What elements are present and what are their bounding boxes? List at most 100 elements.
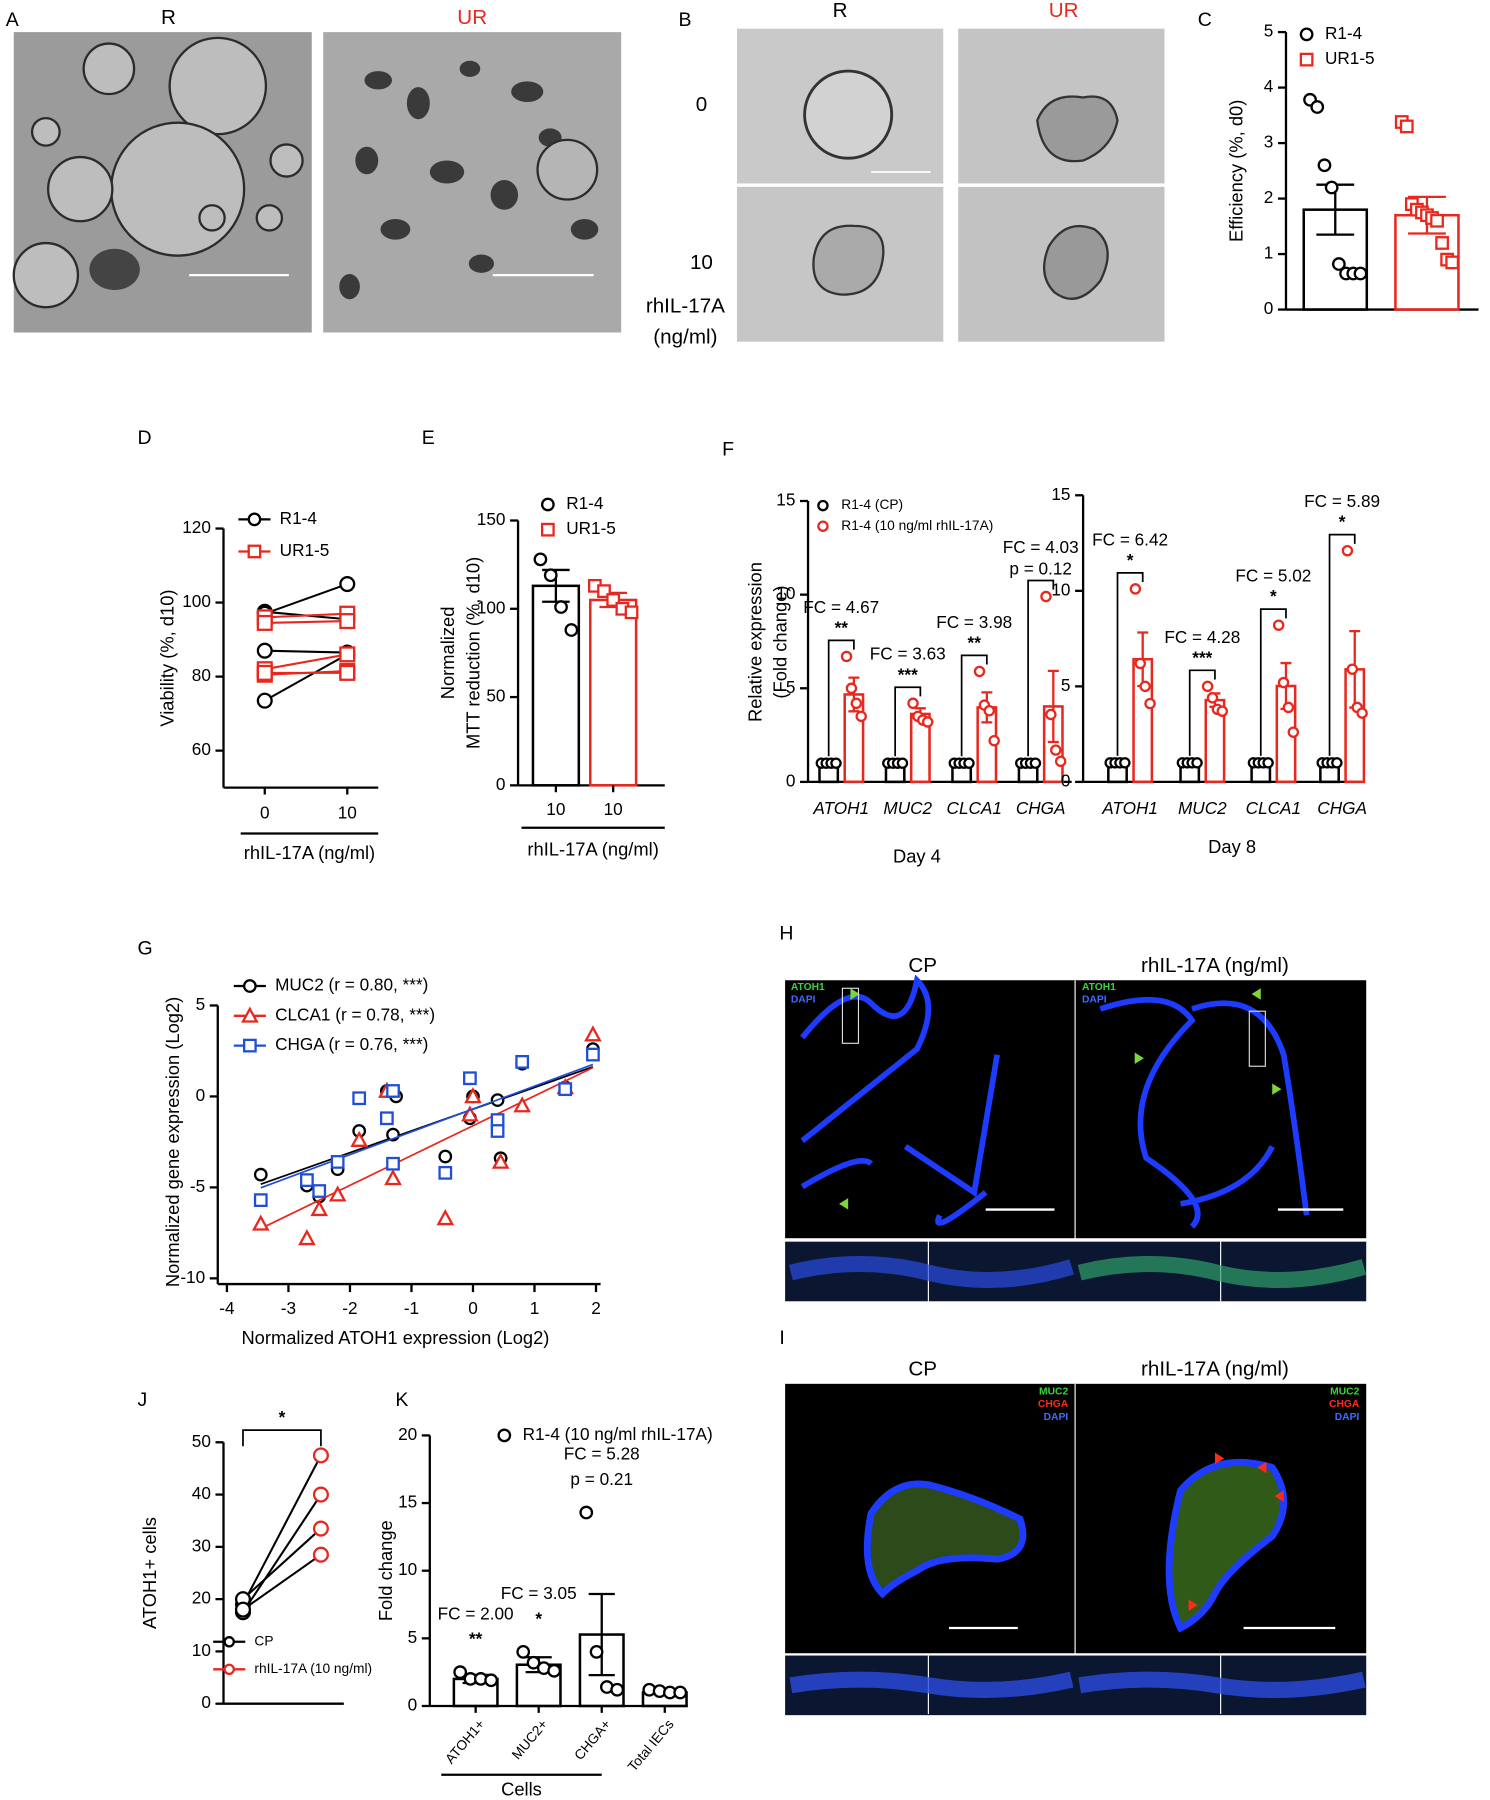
data-point	[310, 1199, 329, 1217]
fold-change: FC = 4.67	[803, 597, 879, 617]
micrograph	[785, 1383, 1367, 1716]
data-point	[379, 1111, 394, 1126]
data-point	[624, 605, 639, 620]
fold-change: FC = 3.63	[870, 644, 946, 664]
legend-marker	[247, 512, 262, 527]
legend-marker	[247, 544, 262, 559]
data-point	[855, 710, 867, 723]
x-tick-label: 1	[530, 1298, 540, 1318]
x-tick-label: MUC2	[883, 798, 932, 818]
data-point	[352, 1091, 367, 1106]
y-axis-title: ATOH1+ cells	[139, 1517, 160, 1629]
data-point	[963, 757, 975, 769]
data-point	[1399, 119, 1414, 134]
data-point	[1331, 757, 1343, 769]
legend-marker	[540, 522, 555, 537]
data-point	[1191, 757, 1203, 769]
significance-bracket	[1259, 608, 1287, 756]
data-point	[1346, 663, 1359, 675]
significance: *	[1270, 586, 1277, 606]
panel-letter: B	[679, 9, 692, 31]
image-label: CP	[908, 954, 937, 977]
x-tick-label: Total IECs	[625, 1717, 677, 1775]
stain-label: CHGA	[1329, 1399, 1360, 1410]
y-tick-label: 0	[786, 770, 796, 790]
significance: *	[1339, 512, 1346, 532]
significance: *	[279, 1407, 286, 1427]
data-point	[850, 697, 863, 709]
y-tick-label: 50	[486, 686, 505, 706]
y-tick-label: 0	[1264, 298, 1274, 318]
data-point	[312, 1447, 329, 1464]
legend-label: CLCA1 (r = 0.78, ***)	[275, 1004, 435, 1024]
panel-letter: H	[779, 923, 793, 945]
y-axis-title: Efficiency (%, d0)	[1226, 100, 1247, 242]
panel-letter: K	[395, 1389, 408, 1411]
significance: *	[1127, 550, 1134, 570]
x-tick-label: CHGA	[1317, 798, 1367, 818]
data-point	[845, 682, 858, 695]
data-point	[256, 614, 273, 631]
data-point	[386, 1156, 400, 1171]
row-title: (ng/ml)	[653, 326, 717, 349]
data-point	[251, 1214, 270, 1231]
data-point	[1129, 583, 1142, 595]
error-bar	[1047, 669, 1059, 744]
bar	[589, 598, 638, 787]
legend-label: UR1-5	[566, 518, 616, 538]
x-tick-label: 10	[604, 799, 623, 819]
y-tick-label: 60	[192, 739, 211, 759]
pair-line	[242, 1454, 322, 1605]
data-point	[896, 757, 909, 769]
data-point	[921, 716, 934, 728]
data-point	[453, 1665, 468, 1680]
significance: **	[835, 617, 849, 637]
data-point	[516, 1644, 531, 1659]
significance-bracket	[894, 686, 922, 757]
x-tick-label: 0	[468, 1298, 478, 1318]
data-point	[1201, 680, 1214, 693]
data-point	[564, 623, 579, 637]
legend-label: R1-4 (10 ng/ml rhIL-17A)	[841, 518, 993, 533]
significance-bracket	[1328, 533, 1356, 756]
image-label: R	[161, 6, 176, 29]
data-point	[1282, 701, 1295, 714]
y-tick-label: -10	[180, 1267, 205, 1287]
y-tick-label: 40	[192, 1483, 211, 1503]
y-axis-title: (Fold change)	[770, 585, 791, 698]
pair-line	[242, 1553, 322, 1611]
data-point	[463, 1071, 477, 1086]
data-point	[526, 1655, 541, 1670]
data-point	[589, 1644, 604, 1659]
significance-bracket	[1188, 669, 1216, 756]
legend-label: R1-4	[566, 493, 604, 513]
data-point	[610, 1682, 625, 1697]
error-bar	[588, 1592, 615, 1677]
x-tick-label: 2	[591, 1298, 601, 1318]
x-tick-label: -2	[342, 1298, 357, 1318]
data-point	[579, 1505, 594, 1520]
y-tick-label: 150	[477, 509, 506, 529]
panel-letter: F	[722, 439, 734, 461]
y-tick-label: 120	[182, 517, 211, 537]
x-tick-label: CHGA	[1016, 798, 1066, 818]
data-point	[438, 1149, 453, 1164]
significance: p = 0.12	[1009, 559, 1072, 579]
image-label: rhIL-17A (ng/ml)	[1141, 1358, 1289, 1381]
significance: **	[469, 1629, 483, 1649]
fit-line	[260, 1066, 594, 1230]
data-point	[1287, 726, 1300, 738]
pair-line	[264, 612, 348, 619]
data-point	[973, 665, 986, 678]
legend-label: rhIL-17A (10 ng/ml)	[254, 1661, 372, 1676]
micrograph	[12, 32, 622, 333]
y-tick-label: 5	[786, 677, 796, 697]
legend-label: MUC2 (r = 0.80, ***)	[275, 975, 428, 995]
data-point	[298, 1229, 316, 1246]
legend-marker	[497, 1428, 512, 1443]
data-point	[983, 705, 996, 717]
bar	[531, 584, 581, 787]
y-axis-title: Viability (%, d10)	[156, 589, 177, 726]
data-point	[533, 552, 548, 567]
legend-label: R1-4 (CP)	[841, 497, 903, 512]
